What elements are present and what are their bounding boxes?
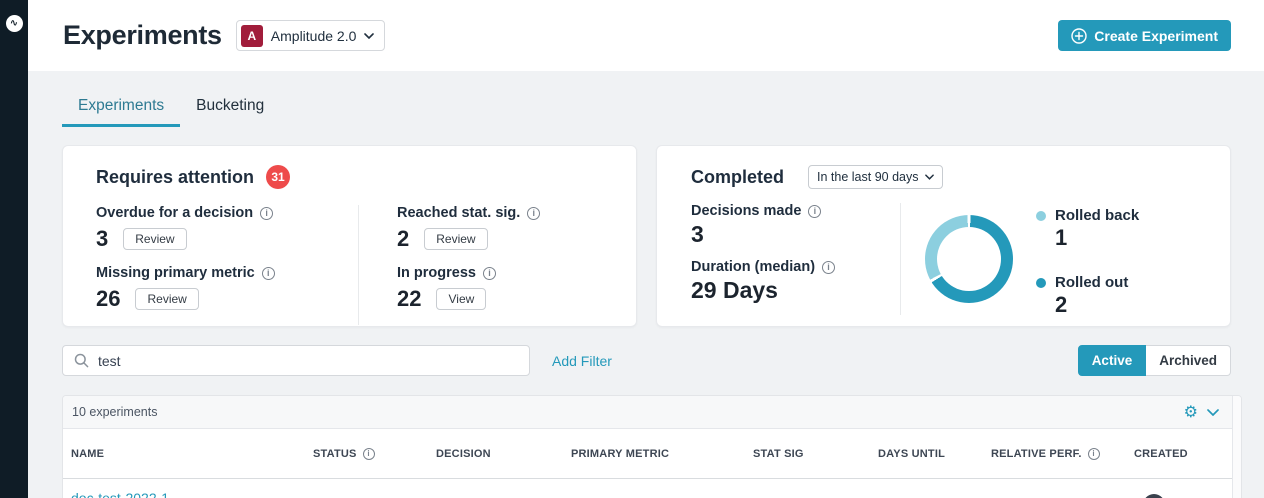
- legend-rolled-out-label: Rolled out: [1055, 274, 1129, 291]
- toggle-archived-button[interactable]: Archived: [1146, 345, 1231, 376]
- metric-overdue-label: Overdue for a decision: [96, 205, 254, 221]
- table-count-bar: 10 experiments ⚙: [63, 396, 1241, 429]
- completed-card: Completed In the last 90 days Decisions …: [656, 145, 1231, 327]
- column-header-name[interactable]: NAME: [71, 447, 105, 460]
- info-icon[interactable]: [260, 206, 274, 220]
- metric-missing-primary-value: 26: [96, 286, 121, 311]
- page-content: Experiments Bucketing Requires attention…: [28, 71, 1264, 498]
- info-icon[interactable]: [1087, 447, 1100, 460]
- metric-overdue: Overdue for a decision 3 Review: [96, 205, 358, 265]
- project-selector-dropdown[interactable]: A Amplitude 2.0: [235, 20, 386, 51]
- requires-attention-title: Requires attention: [96, 166, 255, 187]
- project-selector-label: Amplitude 2.0: [270, 27, 357, 44]
- metric-duration-median-value: 29 Days: [691, 277, 778, 303]
- legend-dot-rolled-back: [1036, 210, 1046, 221]
- tab-experiments[interactable]: Experiments: [62, 97, 181, 127]
- creator-avatar: [1143, 494, 1165, 498]
- column-header-created[interactable]: CREATED: [1134, 447, 1188, 460]
- completed-title: Completed: [691, 166, 785, 187]
- review-overdue-button[interactable]: Review: [123, 228, 187, 250]
- metric-duration-median-label: Duration (median): [691, 259, 816, 275]
- completed-metrics: Decisions made 3 Duration (median): [691, 203, 900, 318]
- metric-decisions-made-value: 3: [691, 221, 704, 247]
- toggle-active-button[interactable]: Active: [1077, 345, 1147, 376]
- gear-icon[interactable]: ⚙: [1183, 402, 1198, 421]
- column-header-decision[interactable]: DECISION: [436, 447, 491, 460]
- donut-legend: Rolled back 1 Rolled out 2: [1036, 203, 1139, 318]
- legend-rolled-back-label: Rolled back: [1055, 207, 1140, 224]
- attention-count-badge: 31: [266, 165, 291, 189]
- column-header-relative-perf[interactable]: RELATIVE PERF.: [983, 447, 1126, 460]
- metric-missing-primary-label: Missing primary metric: [96, 265, 255, 281]
- active-archived-toggle: Active Archived: [1077, 345, 1231, 376]
- tab-bar: Experiments Bucketing: [62, 97, 1264, 127]
- column-header-days-until[interactable]: DAYS UNTIL: [878, 447, 945, 460]
- metric-stat-sig-value: 2: [397, 226, 410, 251]
- vertical-divider: [900, 203, 901, 315]
- amplitude-logo-icon[interactable]: ∿: [5, 15, 23, 32]
- info-icon[interactable]: [261, 266, 275, 280]
- view-in-progress-button[interactable]: View: [436, 288, 487, 310]
- metric-duration-median: Duration (median) 29 Days: [691, 259, 900, 304]
- metric-in-progress-label: In progress: [397, 265, 476, 281]
- create-experiment-label: Create Experiment: [1094, 27, 1218, 44]
- summary-cards: Requires attention 31 Overdue for a deci…: [62, 145, 1231, 327]
- completed-donut: [925, 215, 1013, 303]
- search-box: [62, 345, 530, 376]
- column-header-primary-metric[interactable]: PRIMARY METRIC: [571, 447, 670, 460]
- date-range-dropdown[interactable]: In the last 90 days: [808, 165, 944, 189]
- page-title: Experiments: [63, 20, 222, 50]
- experiment-count: 10 experiments: [72, 405, 158, 419]
- search-input[interactable]: [98, 346, 529, 375]
- main-area: Experiments A Amplitude 2.0 Create Exper…: [28, 0, 1264, 498]
- metric-decisions-made: Decisions made 3: [691, 203, 900, 248]
- table-row[interactable]: doc-test-2022-1: [63, 479, 1241, 498]
- experiment-link[interactable]: doc-test-2022-1: [71, 490, 170, 498]
- info-icon[interactable]: [822, 260, 836, 274]
- plus-circle-icon: [1071, 27, 1087, 44]
- metric-overdue-value: 3: [96, 226, 109, 251]
- table-scrollbar[interactable]: [1232, 396, 1241, 498]
- chevron-down-icon: [364, 32, 375, 39]
- requires-attention-card: Requires attention 31 Overdue for a deci…: [62, 145, 637, 327]
- metric-missing-primary: Missing primary metric 26 Review: [96, 265, 358, 325]
- chevron-down-icon[interactable]: [1207, 408, 1219, 416]
- review-missing-primary-button[interactable]: Review: [135, 288, 199, 310]
- metric-in-progress-value: 22: [397, 286, 422, 311]
- column-header-status[interactable]: STATUS: [305, 447, 428, 460]
- completed-header: Completed In the last 90 days: [691, 165, 1230, 189]
- create-experiment-button[interactable]: Create Experiment: [1058, 20, 1231, 51]
- table-header-row: NAME STATUS DECISION PRIMARY METRIC STAT…: [63, 429, 1241, 479]
- info-icon[interactable]: [527, 206, 541, 220]
- metric-decisions-made-label: Decisions made: [691, 203, 802, 219]
- info-icon[interactable]: [808, 204, 822, 218]
- info-icon[interactable]: [362, 447, 375, 460]
- chevron-down-icon: [925, 174, 935, 180]
- tab-bucketing[interactable]: Bucketing: [196, 97, 265, 114]
- search-icon: [74, 353, 89, 368]
- legend-dot-rolled-out: [1036, 277, 1046, 288]
- top-header: Experiments A Amplitude 2.0 Create Exper…: [28, 0, 1264, 71]
- legend-rolled-back-value: 1: [1055, 225, 1068, 250]
- attention-metric-grid: Overdue for a decision 3 Review Reached …: [96, 205, 636, 325]
- legend-rolled-out-value: 2: [1055, 292, 1068, 317]
- add-filter-link[interactable]: Add Filter: [552, 352, 612, 369]
- requires-attention-header: Requires attention 31: [96, 165, 636, 189]
- completed-body: Decisions made 3 Duration (median): [691, 203, 1230, 318]
- filter-bar: Add Filter Active Archived: [62, 345, 1231, 376]
- legend-rolled-back: Rolled back 1: [1036, 207, 1139, 251]
- metric-stat-sig-label: Reached stat. sig.: [397, 205, 521, 221]
- column-header-stat-sig[interactable]: STAT SIG: [753, 447, 804, 460]
- info-icon[interactable]: [482, 266, 496, 280]
- metric-in-progress: In progress 22 View: [358, 265, 636, 325]
- date-range-label: In the last 90 days: [817, 170, 919, 184]
- project-badge: A: [240, 24, 263, 47]
- legend-rolled-out: Rolled out 2: [1036, 274, 1139, 318]
- review-stat-sig-button[interactable]: Review: [424, 228, 488, 250]
- experiments-table: 10 experiments ⚙ NAME STATUS DECISION PR…: [62, 395, 1242, 498]
- metric-stat-sig: Reached stat. sig. 2 Review: [358, 205, 636, 265]
- app-sidebar: ∿: [0, 0, 28, 498]
